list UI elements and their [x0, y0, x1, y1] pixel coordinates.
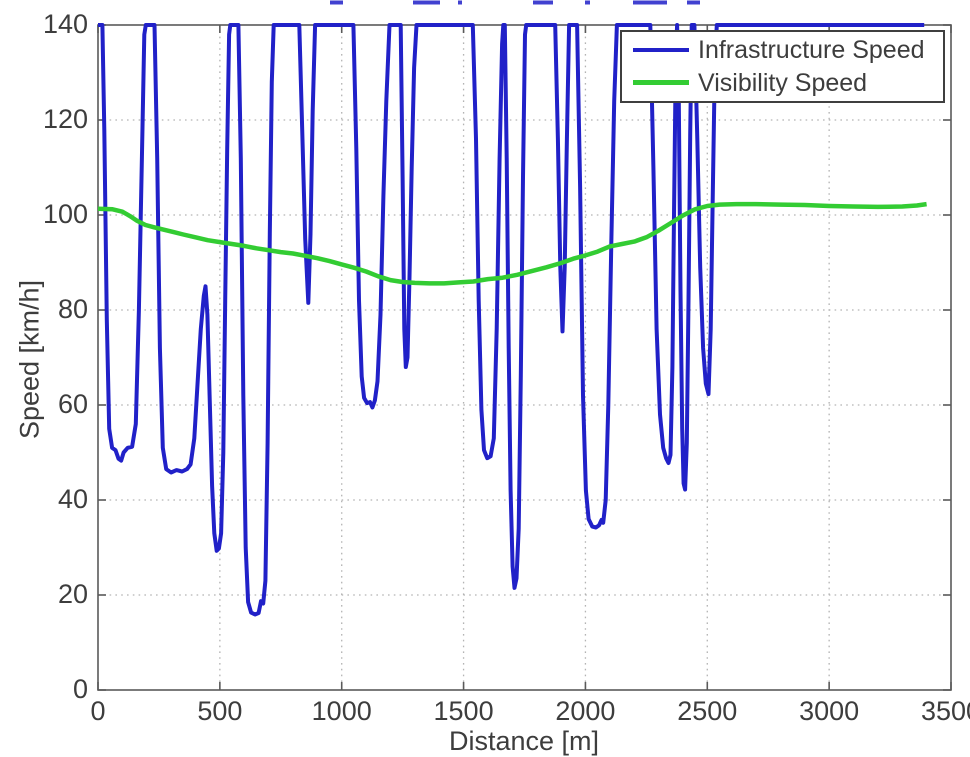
x-tick-label: 500 — [197, 696, 243, 726]
y-tick-label: 140 — [42, 9, 88, 39]
x-tick-label: 2000 — [555, 696, 616, 726]
legend-entry-visibility-speed: Visibility Speed — [622, 67, 943, 99]
x-tick-label: 1500 — [433, 696, 494, 726]
infrastructure-speed-line-swatch — [633, 48, 689, 53]
y-tick-label: 120 — [42, 104, 88, 134]
y-tick-label: 100 — [42, 199, 88, 229]
y-tick-label: 20 — [57, 579, 88, 609]
x-axis-label: Distance [m] — [448, 726, 600, 756]
visibility-speed-line-swatch — [633, 80, 689, 86]
legend-box: Infrastructure Speed Visibility Speed — [620, 30, 945, 103]
x-tick-label: 0 — [90, 696, 106, 726]
y-tick-label: 60 — [57, 389, 88, 419]
infrastructure-speed-line — [98, 23, 925, 617]
y-tick-label: 0 — [72, 674, 88, 704]
visibility-speed-line — [97, 201, 927, 286]
x-tick-label: 3500 — [920, 696, 970, 726]
y-tick-label: 80 — [57, 294, 88, 324]
x-tick-label: 1000 — [311, 696, 372, 726]
legend-entry-infrastructure-speed: Infrastructure Speed — [622, 34, 943, 66]
legend-label: Infrastructure Speed — [698, 36, 925, 65]
y-tick-label: 40 — [57, 484, 88, 514]
x-tick-label: 3000 — [799, 696, 860, 726]
x-tick-label: 2500 — [677, 696, 738, 726]
legend-label: Visibility Speed — [698, 68, 868, 97]
